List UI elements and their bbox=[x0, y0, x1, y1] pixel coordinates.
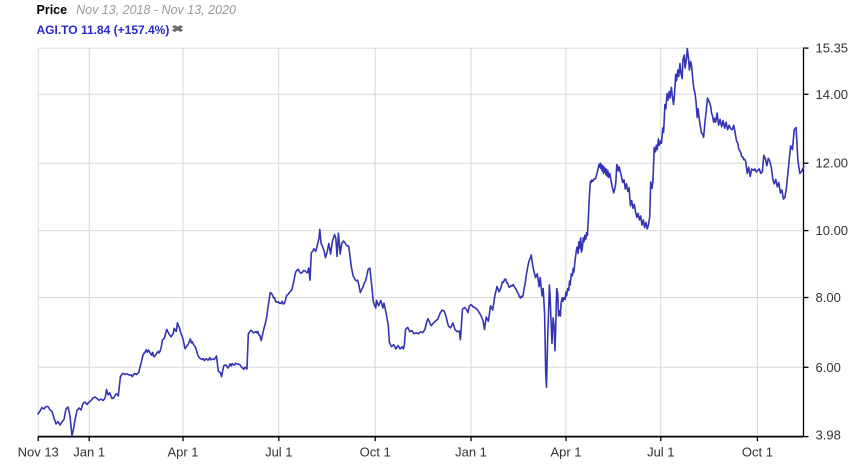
svg-text:12.00: 12.00 bbox=[816, 156, 849, 171]
svg-text:Nov 13: Nov 13 bbox=[18, 445, 59, 460]
svg-text:Jul 1: Jul 1 bbox=[265, 445, 292, 460]
svg-text:8.00: 8.00 bbox=[816, 290, 841, 305]
svg-text:Oct 1: Oct 1 bbox=[360, 445, 391, 460]
svg-text:15.35: 15.35 bbox=[816, 41, 849, 56]
svg-text:Apr 1: Apr 1 bbox=[167, 445, 198, 460]
svg-text:Jul 1: Jul 1 bbox=[647, 445, 674, 460]
svg-text:Jan 1: Jan 1 bbox=[73, 445, 105, 460]
svg-text:14.00: 14.00 bbox=[816, 87, 849, 102]
svg-text:Jan 1: Jan 1 bbox=[455, 445, 487, 460]
svg-text:6.00: 6.00 bbox=[816, 360, 841, 375]
svg-text:Apr 1: Apr 1 bbox=[550, 445, 581, 460]
svg-text:10.00: 10.00 bbox=[816, 223, 849, 238]
svg-text:3.98: 3.98 bbox=[816, 428, 841, 443]
svg-text:Oct 1: Oct 1 bbox=[742, 445, 773, 460]
